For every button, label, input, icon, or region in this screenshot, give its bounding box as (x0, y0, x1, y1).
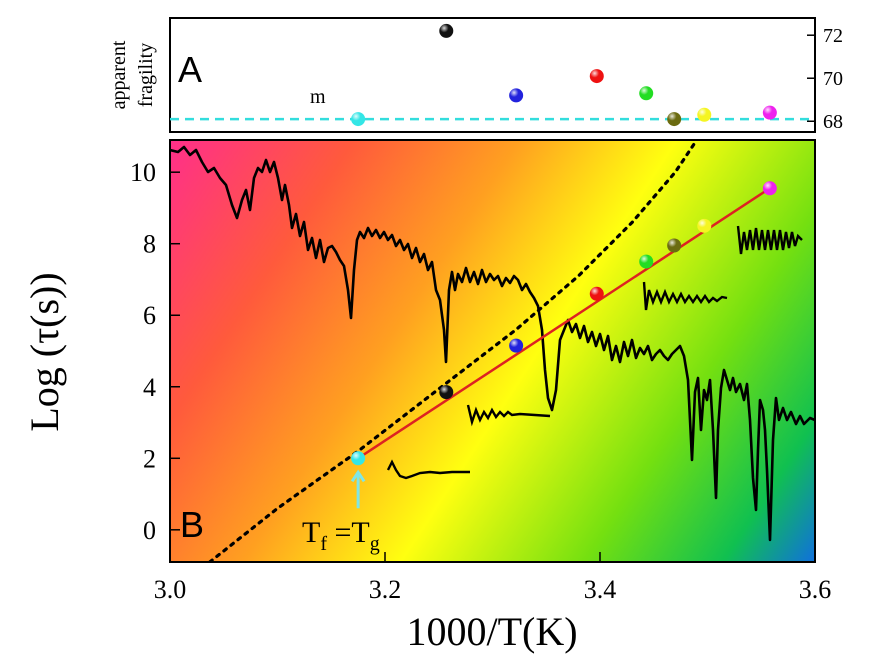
y-tick-label-4: 8 (143, 230, 156, 259)
panel-a: 68 70 72 A m apparent fragility (108, 17, 843, 133)
panel-a-point-4-shine (639, 86, 654, 101)
panel-a-point-6 (697, 107, 712, 122)
y-tick-label-5: 10 (130, 158, 156, 187)
panel-b-x-ticks: 3.0 3.2 3.4 3.6 (154, 552, 832, 604)
panel-b-point-2-shine (509, 338, 524, 353)
panel-a-point-7 (762, 105, 777, 120)
panel-a-label: A (178, 49, 202, 90)
panel-a-point-2-shine (509, 88, 524, 103)
reference-line-label: m (310, 86, 326, 108)
y-tick-label-2: 4 (143, 373, 156, 402)
panel-b-label: B (180, 504, 204, 545)
panel-a-point-6-shine (697, 107, 712, 122)
y-axis-label: Log (τ(s)) (22, 272, 67, 431)
panel-a-point-3-shine (589, 69, 604, 84)
panel-b-point-6-shine (697, 218, 712, 233)
panel-b-point-4 (639, 254, 654, 269)
panel-a-point-5 (667, 112, 682, 127)
panel-b-point-3-shine (589, 286, 604, 301)
tf-tg-arrowhead-icon (350, 469, 366, 483)
panel-a-ylabel-line2: fragility (135, 43, 157, 107)
tg-subscript: g (370, 533, 380, 555)
panel-a-point-4 (639, 86, 654, 101)
equals-tg-symbol: =T (327, 516, 370, 549)
panel-b-point-7-shine (762, 181, 777, 196)
y-tick-label-1: 2 (143, 444, 156, 473)
panel-a-points (351, 23, 777, 127)
panel-b-points (351, 181, 777, 466)
y-tick-label-3: 6 (143, 301, 156, 330)
tf-tg-annotation: Tf =Tg (302, 516, 380, 555)
oscillation-snippet-3 (642, 281, 728, 311)
fit-line (357, 187, 771, 460)
panel-b-frame (169, 139, 816, 563)
panel-b-point-7 (762, 181, 777, 196)
x-tick-label-1: 3.2 (369, 575, 402, 604)
panel-b-point-1 (439, 385, 454, 400)
x-axis-label: 1000/T(K) (406, 609, 577, 654)
panel-a-frame (169, 17, 816, 133)
x-tick-label-0: 3.0 (154, 575, 187, 604)
panel-a-point-3 (589, 69, 604, 84)
panel-a-right-tick-label-0: 68 (823, 111, 843, 133)
panel-b-y-ticks: 0 2 4 6 8 10 (130, 158, 180, 545)
panel-b-point-3 (589, 286, 604, 301)
panel-b-point-5-shine (667, 238, 682, 253)
panel-a-right-tick-label-1: 70 (823, 68, 843, 90)
panel-a-point-5-shine (667, 112, 682, 127)
relaxation-trace (170, 145, 815, 542)
y-tick-label-0: 0 (143, 516, 156, 545)
panel-a-point-7-shine (762, 105, 777, 120)
panel-a-point-2 (509, 88, 524, 103)
panel-b-background (170, 140, 815, 562)
tf-symbol: T (302, 516, 320, 549)
oscillation-snippet-1 (386, 459, 470, 480)
panel-a-point-1 (439, 23, 454, 38)
tf-subscript: f (320, 533, 327, 555)
panel-a-point-0 (351, 112, 366, 127)
vft-curve (208, 140, 699, 562)
panel-a-point-1-shine (439, 23, 454, 38)
panel-b-point-0-shine (351, 451, 366, 466)
oscillation-snippet-2 (466, 404, 551, 427)
panel-b-point-1-shine (439, 385, 454, 400)
panel-a-right-tick-label-2: 72 (823, 25, 843, 47)
panel-b-point-0 (351, 451, 366, 466)
panel-a-point-0-shine (351, 112, 366, 127)
panel-a-right-ticks: 68 70 72 (807, 25, 843, 133)
panel-b-point-4-shine (639, 254, 654, 269)
oscillation-snippet-4 (736, 225, 803, 255)
x-tick-label-2: 3.4 (584, 575, 617, 604)
x-tick-label-3: 3.6 (799, 575, 832, 604)
panel-b-point-2 (509, 338, 524, 353)
panel-a-ylabel-line1: apparent (108, 40, 130, 109)
panel-b-point-5 (667, 238, 682, 253)
panel-b-point-6 (697, 218, 712, 233)
